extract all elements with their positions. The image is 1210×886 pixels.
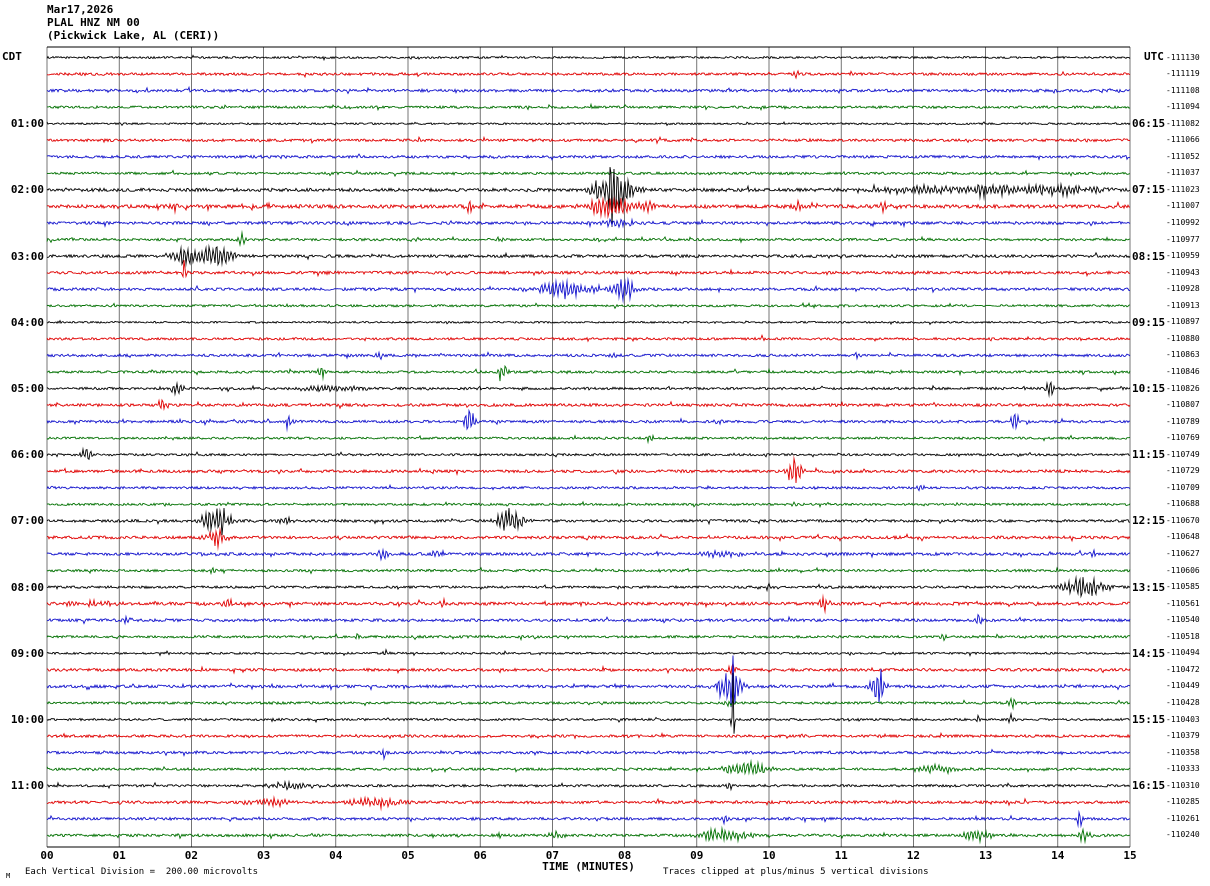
right-count-value: -110863 — [1166, 350, 1200, 360]
left-hour-label: 03:00 — [10, 249, 44, 263]
right-count-value: -110585 — [1166, 582, 1200, 592]
left-hour-label: 08:00 — [10, 580, 44, 594]
left-hour-label: 01:00 — [10, 117, 44, 131]
left-hour-label: 10:00 — [10, 713, 44, 726]
right-count-value: -110518 — [1166, 631, 1200, 641]
right-count-value: -111108 — [1166, 85, 1200, 95]
right-count-value: -110959 — [1166, 251, 1200, 261]
right-count-value: -110310 — [1166, 780, 1200, 790]
right-count-value: -111037 — [1166, 168, 1200, 178]
right-count-value: -110449 — [1166, 681, 1200, 691]
right-count-value: -110627 — [1166, 549, 1200, 558]
x-tick-label: 08 — [617, 849, 632, 862]
right-hour-label: 06:15 — [1132, 117, 1166, 131]
right-count-value: -110670 — [1166, 515, 1200, 525]
right-count-value: -110709 — [1166, 482, 1200, 492]
right-timezone-label: UTC — [1144, 50, 1164, 63]
right-count-value: -110472 — [1166, 664, 1200, 674]
right-count-value: -110428 — [1166, 697, 1200, 707]
right-hour-label: 14:15 — [1132, 646, 1166, 660]
x-axis-title: TIME (MINUTES) — [542, 860, 635, 873]
right-hour-label: 08:15 — [1132, 249, 1166, 263]
right-count-value: -110897 — [1166, 317, 1200, 327]
x-tick-label: 07 — [545, 849, 560, 862]
x-tick-label: 10 — [762, 849, 776, 862]
right-count-value: -110880 — [1166, 333, 1200, 343]
x-tick-label: 15 — [1123, 849, 1137, 862]
right-hour-label: 16:15 — [1132, 779, 1166, 793]
right-count-value: -111023 — [1166, 184, 1200, 194]
right-count-value: -110561 — [1166, 598, 1200, 608]
right-hour-label: 11:15 — [1132, 448, 1166, 462]
right-count-value: -111094 — [1166, 102, 1200, 112]
left-timezone-label: CDT — [2, 50, 22, 63]
right-hour-label: 07:15 — [1132, 183, 1166, 197]
right-count-value: -111130 — [1166, 52, 1200, 62]
right-count-value: -110749 — [1166, 449, 1200, 459]
left-hour-label: 06:00 — [10, 448, 44, 462]
right-count-value: -110807 — [1166, 400, 1200, 410]
corner-glyph: M — [6, 872, 11, 880]
right-count-value: -111082 — [1166, 118, 1200, 128]
right-count-value: -110826 — [1166, 383, 1200, 393]
right-count-value: -110285 — [1166, 797, 1200, 807]
right-count-value: -110846 — [1166, 366, 1200, 376]
x-tick-label: 05 — [401, 849, 415, 862]
footnote-scale: Each Vertical Division = 200.00 microvol… — [25, 867, 258, 877]
left-hour-label: 02:00 — [10, 183, 44, 197]
right-count-value: -110977 — [1166, 234, 1200, 244]
right-count-value: -110648 — [1166, 532, 1200, 542]
x-tick-label: 09 — [690, 849, 704, 862]
x-tick-label: 02 — [184, 849, 199, 862]
x-tick-label: 12 — [906, 849, 921, 862]
x-tick-label: 04 — [329, 849, 343, 862]
right-count-value: -110261 — [1166, 813, 1200, 823]
left-hour-label: 07:00 — [10, 514, 44, 528]
right-count-value: -110606 — [1166, 565, 1200, 575]
x-tick-label: 14 — [1051, 849, 1065, 862]
right-count-value: -110333 — [1166, 764, 1200, 774]
right-count-value: -110540 — [1166, 615, 1200, 625]
left-hour-label: 04:00 — [10, 315, 44, 329]
right-hour-label: 09:15 — [1132, 315, 1166, 329]
footnote-clipping: Traces clipped at plus/minus 5 vertical … — [663, 867, 929, 877]
right-hour-label: 15:15 — [1132, 713, 1166, 726]
right-hour-label: 10:15 — [1132, 382, 1166, 395]
right-count-value: -110729 — [1166, 466, 1200, 476]
right-count-value: -110403 — [1166, 714, 1200, 724]
right-count-value: -111052 — [1166, 151, 1200, 161]
right-hour-label: 13:15 — [1132, 580, 1166, 594]
left-hour-label: 09:00 — [10, 646, 44, 660]
right-hour-label: 12:15 — [1132, 514, 1166, 528]
right-count-value: -110992 — [1166, 218, 1200, 227]
right-count-value: -110358 — [1166, 747, 1200, 757]
right-count-value: -111007 — [1166, 201, 1200, 211]
x-tick-label: 00 — [40, 849, 54, 862]
right-count-value: -110688 — [1166, 499, 1200, 509]
x-tick-label: 03 — [256, 849, 271, 862]
right-count-value: -110769 — [1166, 433, 1200, 443]
right-count-value: -110379 — [1166, 731, 1200, 741]
right-count-value: -110240 — [1166, 830, 1200, 840]
right-count-value: -111066 — [1166, 135, 1200, 145]
x-tick-label: 13 — [978, 849, 993, 862]
left-hour-label: 05:00 — [10, 382, 44, 395]
right-count-value: -110913 — [1166, 300, 1200, 310]
x-tick-label: 06 — [473, 849, 487, 862]
right-count-value: -110789 — [1166, 416, 1200, 426]
x-tick-label: 01 — [112, 849, 126, 862]
x-tick-label: 11 — [834, 849, 848, 862]
right-count-value: -110494 — [1166, 648, 1200, 658]
right-count-value: -111119 — [1166, 69, 1200, 79]
right-count-value: -110928 — [1166, 284, 1200, 294]
right-count-value: -110943 — [1166, 267, 1200, 277]
left-hour-label: 11:00 — [10, 779, 44, 793]
